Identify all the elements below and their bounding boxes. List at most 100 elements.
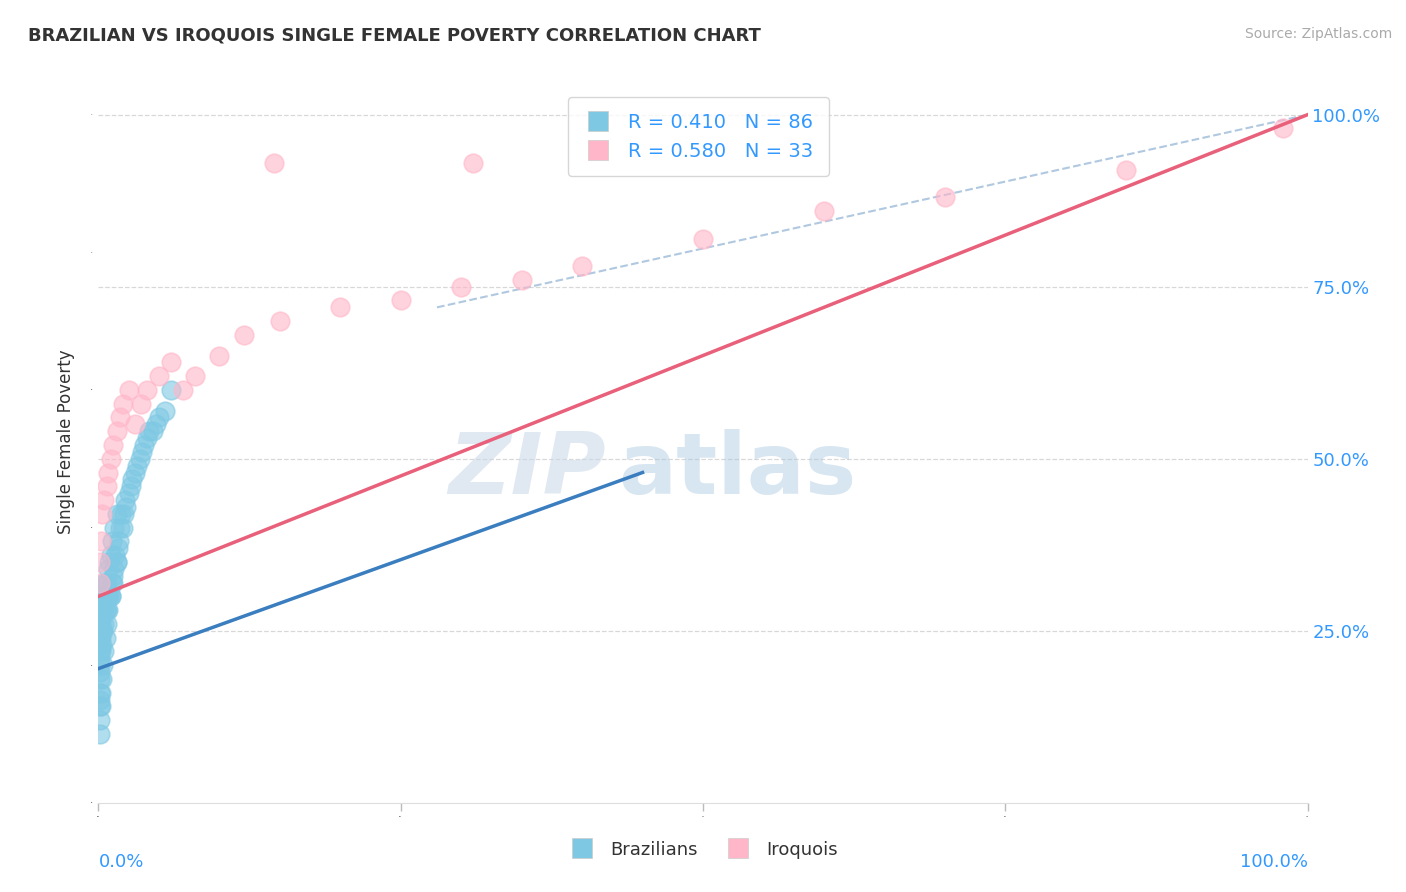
Point (91, 507, 114, 521)
Point (112, 507, 135, 521)
Point (90, 603, 112, 617)
Point (120, 479, 142, 493)
Point (94, 631, 117, 645)
Point (94, 590, 117, 604)
Point (100, 534, 122, 549)
Point (93, 603, 115, 617)
Point (138, 424, 160, 438)
Point (89, 665, 111, 679)
Point (94, 575, 117, 590)
Point (96, 616, 118, 631)
Point (100, 575, 122, 590)
Text: 0.0%: 0.0% (98, 854, 143, 871)
Point (450, 279, 472, 293)
Point (97, 590, 120, 604)
Point (129, 397, 152, 411)
Point (93, 616, 115, 631)
Point (89, 672, 111, 686)
Point (118, 486, 141, 500)
Point (108, 534, 131, 549)
Point (94, 603, 117, 617)
Point (89, 713, 111, 727)
Legend: Brazilians, Iroquois: Brazilians, Iroquois (561, 834, 845, 866)
Point (89, 651, 111, 665)
Point (269, 314, 291, 328)
Point (100, 451, 122, 466)
Point (89, 658, 111, 673)
Point (91, 672, 114, 686)
Point (91, 638, 114, 652)
Point (114, 493, 136, 508)
Point (91, 624, 114, 638)
Point (97, 603, 120, 617)
Point (89, 575, 111, 590)
Point (91, 624, 114, 638)
Point (108, 520, 131, 534)
Point (89, 631, 111, 645)
Point (89, 699, 111, 714)
Point (91, 610, 114, 624)
Point (96, 575, 118, 590)
Text: atlas: atlas (619, 429, 856, 512)
Point (142, 424, 165, 438)
Point (89, 692, 111, 706)
Point (91, 596, 114, 610)
Point (101, 568, 124, 582)
Point (90, 616, 112, 631)
Point (463, 156, 485, 170)
Y-axis label: Single Female Poverty: Single Female Poverty (56, 350, 75, 533)
Point (135, 431, 157, 445)
Point (93, 644, 115, 658)
Point (90, 624, 112, 638)
Point (100, 548, 122, 562)
Point (263, 156, 285, 170)
Point (91, 590, 114, 604)
Point (89, 555, 111, 569)
Point (153, 403, 176, 417)
Point (184, 369, 207, 384)
Point (96, 603, 118, 617)
Point (89, 603, 111, 617)
Point (91, 658, 114, 673)
Text: ZIP: ZIP (449, 429, 606, 512)
Point (105, 555, 128, 569)
Point (692, 231, 714, 245)
Point (105, 555, 128, 569)
Point (172, 383, 194, 397)
Point (103, 520, 125, 534)
Point (108, 410, 131, 425)
Point (90, 534, 112, 549)
Point (160, 383, 183, 397)
Point (93, 493, 115, 508)
Point (97, 562, 120, 576)
Point (127, 458, 149, 473)
Point (1272, 121, 1295, 136)
Point (98, 555, 121, 569)
Point (89, 616, 111, 631)
Point (90, 644, 112, 658)
Point (91, 603, 114, 617)
Point (134, 438, 156, 452)
Point (101, 575, 124, 590)
Point (100, 590, 122, 604)
Point (135, 383, 157, 397)
Point (91, 590, 114, 604)
Point (813, 204, 835, 219)
Point (100, 590, 122, 604)
Point (329, 301, 352, 315)
Point (1115, 162, 1137, 177)
Point (103, 562, 125, 576)
Point (104, 548, 127, 562)
Point (89, 638, 111, 652)
Point (208, 349, 231, 363)
Point (124, 466, 146, 480)
Point (105, 424, 128, 438)
Point (148, 410, 170, 425)
Point (110, 507, 132, 521)
Point (128, 451, 150, 466)
Point (89, 686, 111, 700)
Point (121, 472, 143, 486)
Point (131, 445, 153, 459)
Point (96, 479, 118, 493)
Point (107, 541, 129, 556)
